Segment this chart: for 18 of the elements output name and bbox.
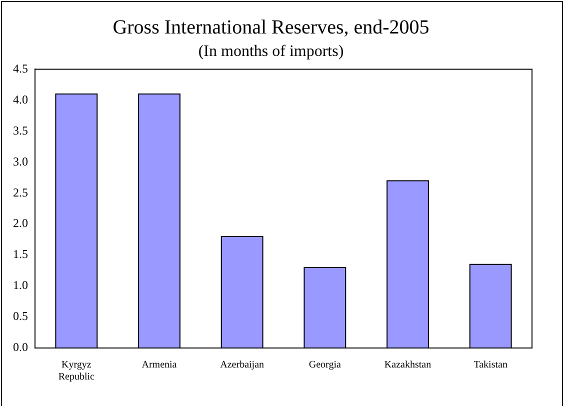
x-tick-label: Azerbaijan [220,360,264,371]
y-tick-label: 3.5 [13,123,28,138]
y-tick-label: 4.0 [13,92,28,106]
y-tick-label: 1.5 [13,247,28,262]
chart-subtitle: (In months of imports) [198,42,344,60]
y-tick-label: 0.0 [13,340,28,354]
x-tick-label: Kyrgyz Republic [58,360,96,383]
x-tick-label: Takistan [474,360,508,371]
x-tick-label: Kazakhstan [384,360,432,371]
y-tick-label: 2.0 [13,216,28,230]
x-tick-label: Armenia [142,360,178,371]
x-tick-label: Georgia [308,360,342,371]
y-tick-label: 2.5 [13,185,28,200]
chart-title: Gross International Reserves, end-2005 [112,16,430,38]
y-tick-label: 0.5 [13,309,28,324]
y-tick-label: 3.0 [13,154,28,168]
y-tick-label: 1.0 [13,278,28,292]
y-tick-label: 4.5 [13,61,28,76]
